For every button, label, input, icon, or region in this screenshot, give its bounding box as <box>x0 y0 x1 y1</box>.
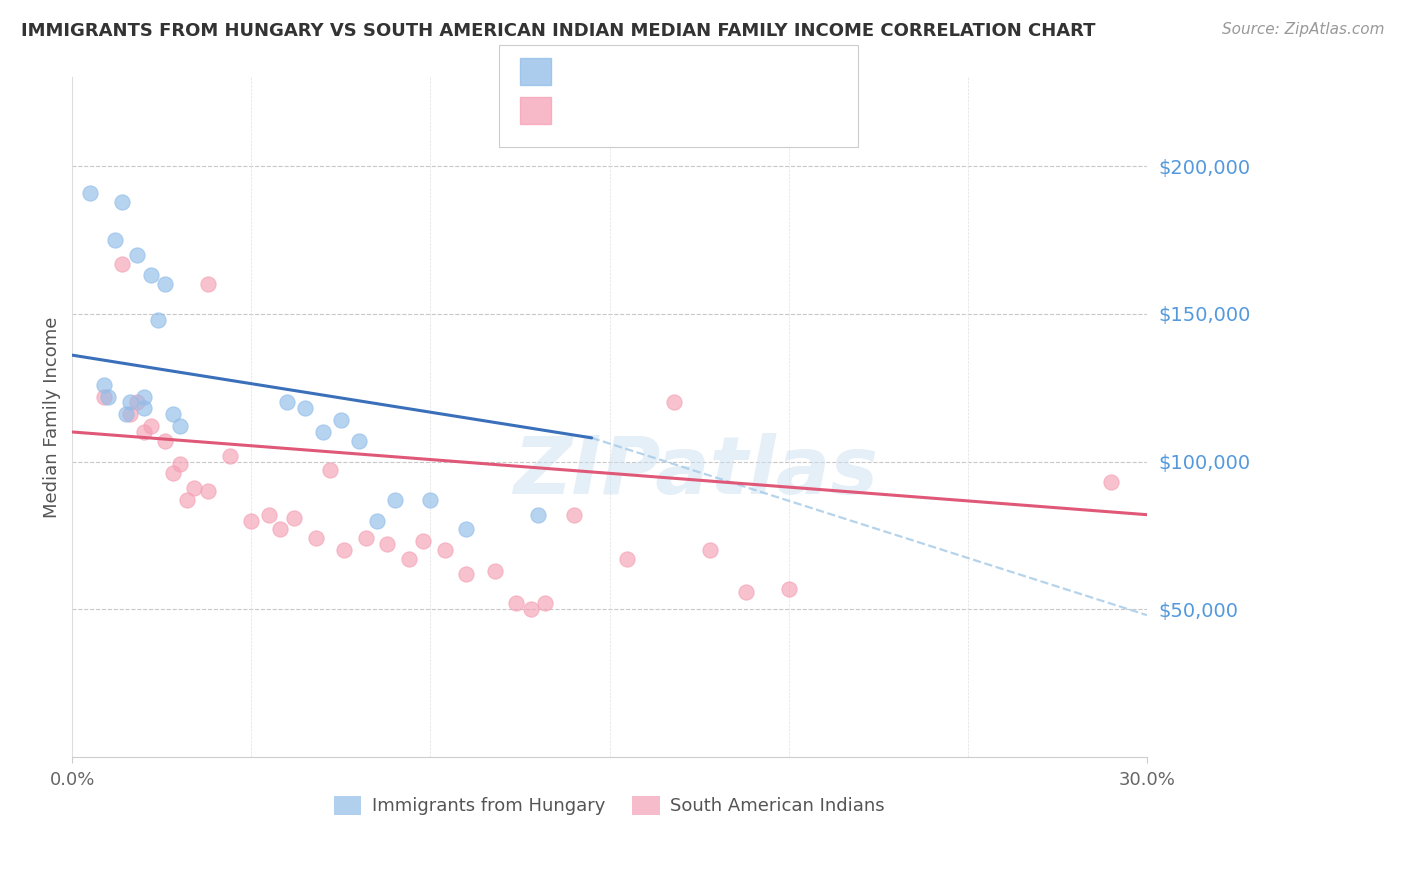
Point <box>111 194 134 209</box>
Point <box>139 268 162 283</box>
Point <box>118 407 141 421</box>
Point <box>456 523 478 537</box>
Point <box>412 534 434 549</box>
Point <box>662 395 685 409</box>
Point <box>276 395 298 409</box>
Text: R = -0.176: R = -0.176 <box>562 65 668 83</box>
Text: R = -0.185: R = -0.185 <box>562 104 668 122</box>
Point <box>197 277 219 292</box>
Point <box>377 537 399 551</box>
Point <box>484 564 506 578</box>
Point <box>305 532 328 546</box>
Point <box>104 233 127 247</box>
Point <box>155 434 177 448</box>
Point <box>132 401 155 416</box>
Point <box>97 390 120 404</box>
Point <box>169 419 191 434</box>
Point <box>125 395 148 409</box>
Point <box>93 377 115 392</box>
Point <box>562 508 585 522</box>
Point <box>505 596 527 610</box>
Point <box>132 390 155 404</box>
Point <box>519 602 541 616</box>
Point <box>79 186 101 200</box>
Point <box>259 508 281 522</box>
Point <box>111 256 134 270</box>
Point <box>115 407 138 421</box>
Point <box>162 407 184 421</box>
Point <box>778 582 800 596</box>
Point <box>139 419 162 434</box>
Text: N = 25: N = 25 <box>724 65 792 83</box>
Point <box>294 401 316 416</box>
Point <box>132 425 155 439</box>
Point <box>283 510 305 524</box>
Point <box>419 492 441 507</box>
Point <box>699 543 721 558</box>
Point <box>1099 475 1122 490</box>
Text: IMMIGRANTS FROM HUNGARY VS SOUTH AMERICAN INDIAN MEDIAN FAMILY INCOME CORRELATIO: IMMIGRANTS FROM HUNGARY VS SOUTH AMERICA… <box>21 22 1095 40</box>
Point <box>197 484 219 499</box>
Point <box>218 449 240 463</box>
Point <box>240 514 263 528</box>
Point <box>329 413 352 427</box>
Point <box>319 463 342 477</box>
Point <box>384 492 406 507</box>
Point <box>347 434 370 448</box>
Point <box>148 312 170 326</box>
Point <box>269 523 291 537</box>
Point <box>155 277 177 292</box>
Point <box>354 532 377 546</box>
Point <box>183 481 205 495</box>
Point <box>333 543 356 558</box>
Point <box>162 467 184 481</box>
Point <box>616 552 638 566</box>
Point <box>312 425 335 439</box>
Point <box>527 508 550 522</box>
Text: N = 38: N = 38 <box>724 104 792 122</box>
Point <box>118 395 141 409</box>
Point <box>366 514 388 528</box>
Point <box>534 596 557 610</box>
Y-axis label: Median Family Income: Median Family Income <box>44 317 60 518</box>
Legend: Immigrants from Hungary, South American Indians: Immigrants from Hungary, South American … <box>326 789 893 822</box>
Point <box>169 458 191 472</box>
Point <box>93 390 115 404</box>
Text: ZIPatlas: ZIPatlas <box>513 433 879 510</box>
Point <box>734 584 756 599</box>
Point <box>456 566 478 581</box>
Point <box>125 248 148 262</box>
Point <box>176 492 198 507</box>
Point <box>433 543 456 558</box>
Text: Source: ZipAtlas.com: Source: ZipAtlas.com <box>1222 22 1385 37</box>
Point <box>398 552 420 566</box>
